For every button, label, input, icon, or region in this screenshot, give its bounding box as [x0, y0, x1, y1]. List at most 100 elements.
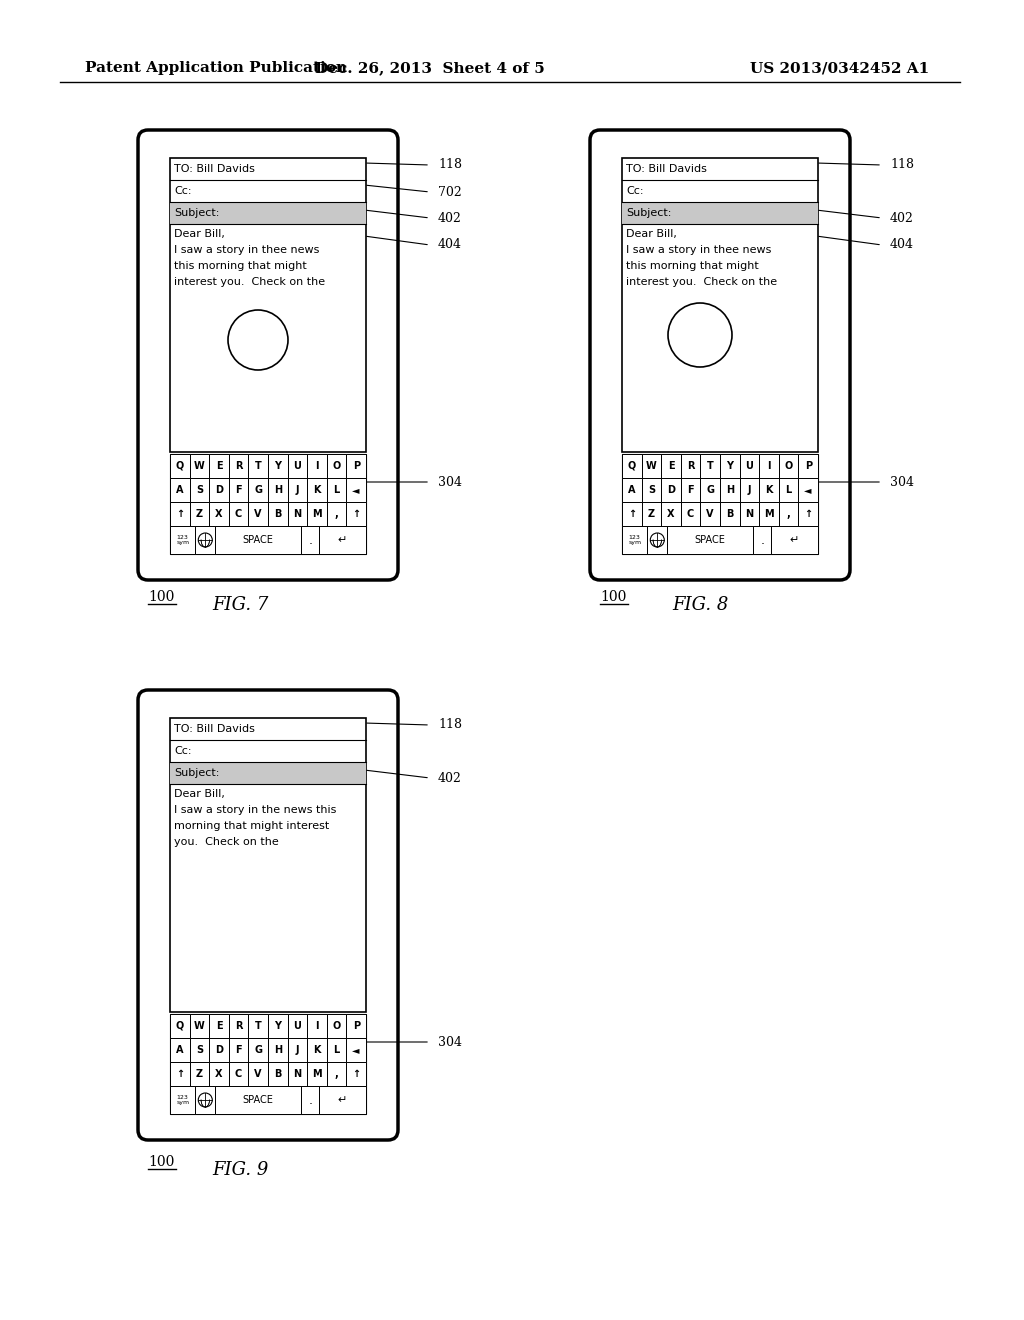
Bar [209, 1014, 228, 1038]
Bar [170, 454, 366, 554]
Bar [799, 454, 818, 478]
Text: U: U [294, 461, 301, 471]
Bar [622, 202, 818, 224]
Text: O: O [333, 1020, 341, 1031]
Bar [288, 454, 307, 478]
Bar [681, 454, 700, 478]
Text: Dear Bill,: Dear Bill, [626, 228, 677, 239]
Bar [170, 158, 366, 451]
Bar [170, 718, 366, 1012]
Text: N: N [293, 510, 301, 519]
Text: Dec. 26, 2013  Sheet 4 of 5: Dec. 26, 2013 Sheet 4 of 5 [315, 61, 545, 75]
Text: S: S [196, 1045, 203, 1055]
Bar [662, 478, 681, 502]
Bar [288, 502, 307, 525]
Bar [307, 478, 327, 502]
Text: interest you.  Check on the: interest you. Check on the [174, 277, 326, 286]
Bar [667, 525, 754, 554]
Text: ,: , [786, 510, 791, 519]
Text: T: T [255, 1020, 261, 1031]
Text: R: R [687, 461, 694, 471]
Bar [209, 1038, 228, 1063]
Bar [700, 502, 720, 525]
Text: ,: , [335, 510, 339, 519]
Text: FIG. 9: FIG. 9 [212, 1162, 268, 1179]
Text: 702: 702 [438, 186, 462, 198]
Bar [249, 1014, 268, 1038]
Text: 118: 118 [890, 158, 914, 172]
Bar [170, 762, 366, 784]
Text: D: D [215, 484, 223, 495]
Bar [170, 502, 189, 525]
Bar [268, 1038, 288, 1063]
Text: Subject:: Subject: [174, 209, 219, 218]
Bar [268, 454, 288, 478]
Text: Subject:: Subject: [626, 209, 672, 218]
Text: ◄: ◄ [352, 484, 360, 495]
Text: K: K [765, 484, 773, 495]
Bar [739, 454, 759, 478]
Text: A: A [176, 1045, 183, 1055]
Text: ◄: ◄ [352, 1045, 360, 1055]
Text: W: W [194, 1020, 205, 1031]
Text: ,: , [335, 1069, 339, 1078]
Text: 304: 304 [438, 1035, 462, 1048]
Text: H: H [273, 1045, 282, 1055]
Text: ↑: ↑ [176, 510, 184, 519]
Text: 123
sym: 123 sym [176, 1094, 189, 1105]
Text: L: L [334, 484, 340, 495]
Bar [288, 1038, 307, 1063]
Bar [307, 454, 327, 478]
Bar [759, 502, 779, 525]
Bar [327, 478, 346, 502]
Text: Cc:: Cc: [174, 186, 191, 195]
Text: morning that might interest: morning that might interest [174, 821, 330, 832]
Text: FIG. 8: FIG. 8 [672, 597, 728, 614]
Bar [346, 454, 366, 478]
Bar [170, 1086, 196, 1114]
Bar [249, 502, 268, 525]
Text: 402: 402 [438, 771, 462, 784]
Text: V: V [707, 510, 714, 519]
Bar [215, 1086, 301, 1114]
Text: W: W [646, 461, 656, 471]
Text: P: P [805, 461, 812, 471]
Text: 118: 118 [438, 158, 462, 172]
Text: C: C [234, 510, 243, 519]
Bar [307, 1038, 327, 1063]
Text: M: M [764, 510, 774, 519]
Bar [346, 1063, 366, 1086]
Bar [700, 478, 720, 502]
Bar [170, 1014, 366, 1114]
Bar [642, 502, 662, 525]
Text: R: R [234, 461, 243, 471]
Bar [739, 502, 759, 525]
Text: E: E [216, 461, 222, 471]
Text: I saw a story in thee news: I saw a story in thee news [174, 246, 319, 255]
Text: ↑: ↑ [628, 510, 636, 519]
Bar [759, 454, 779, 478]
Text: I saw a story in the news this: I saw a story in the news this [174, 805, 336, 814]
Bar [228, 478, 249, 502]
Bar [720, 478, 739, 502]
Bar [196, 525, 215, 554]
Text: Subject:: Subject: [174, 768, 219, 777]
Bar [209, 1063, 228, 1086]
Text: this morning that might: this morning that might [174, 261, 307, 271]
Text: .: . [308, 1093, 312, 1106]
Text: G: G [254, 1045, 262, 1055]
Bar [622, 454, 642, 478]
Text: S: S [196, 484, 203, 495]
Text: X: X [215, 1069, 223, 1078]
Bar [189, 1063, 209, 1086]
Text: L: L [785, 484, 792, 495]
Text: ↵: ↵ [338, 535, 347, 545]
Text: ◄: ◄ [805, 484, 812, 495]
Text: Cc:: Cc: [174, 746, 191, 756]
Bar [779, 502, 799, 525]
Bar [249, 1063, 268, 1086]
Bar [642, 478, 662, 502]
Text: T: T [255, 461, 261, 471]
Bar [249, 454, 268, 478]
Bar [268, 478, 288, 502]
